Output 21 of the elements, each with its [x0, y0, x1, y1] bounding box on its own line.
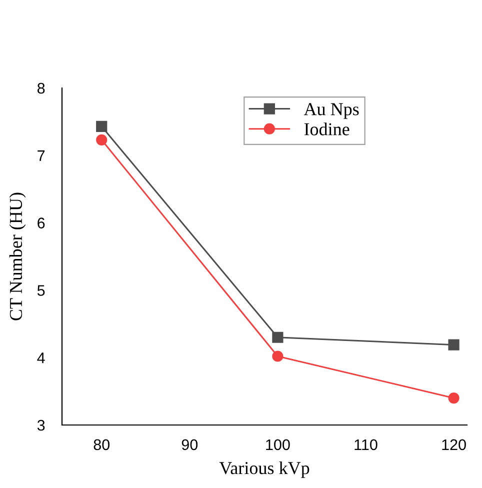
y-axis-title: CT Number (HU) [9, 192, 26, 320]
y-tick-label: 3 [37, 420, 45, 431]
x-axis-title: Various kVp [219, 461, 310, 478]
point [448, 339, 460, 350]
x-tick-label: 80 [94, 439, 110, 450]
x-tick-label: 90 [182, 439, 198, 450]
legend-label: Au Nps [304, 103, 359, 119]
point [272, 350, 284, 362]
legend-label: Iodine [304, 122, 350, 136]
y-tick-label: 5 [37, 285, 45, 296]
y-tick-label: 8 [38, 82, 45, 94]
x-tick-label: 100 [266, 439, 290, 450]
x-tick-label: 110 [354, 439, 378, 450]
point [272, 332, 284, 343]
point [448, 392, 460, 404]
y-tick-label: 4 [37, 352, 45, 364]
point [96, 134, 108, 146]
point [96, 120, 108, 132]
y-tick-label: 7 [38, 150, 45, 161]
x-tick-label: 120 [442, 439, 466, 450]
y-tick-label: 6 [38, 218, 45, 228]
